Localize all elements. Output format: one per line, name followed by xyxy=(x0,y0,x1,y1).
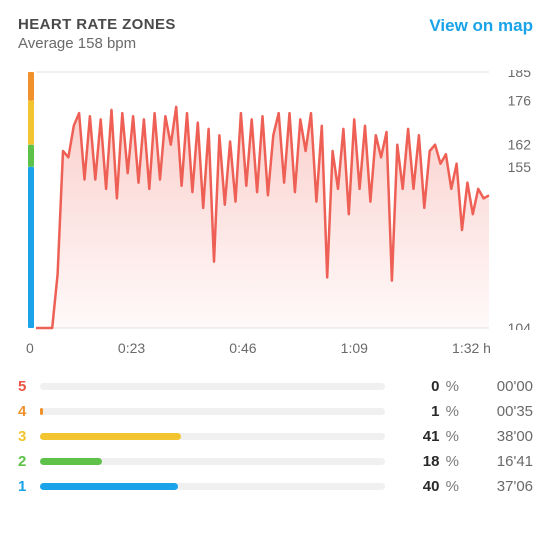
zone-bar-fill xyxy=(40,458,102,465)
zone-bar-fill xyxy=(40,408,43,415)
header: HEART RATE ZONES Average 158 bpm View on… xyxy=(18,16,533,52)
zone-row: 1 40 %37'06 xyxy=(18,474,533,499)
svg-text:176: 176 xyxy=(508,92,532,108)
svg-text:162: 162 xyxy=(508,137,532,153)
svg-text:185: 185 xyxy=(508,70,532,80)
zone-row: 3 41 %38'00 xyxy=(18,424,533,449)
hr-chart: 104 155 162 176 185 0 0:23 0:46 1:09 1:32 h xyxy=(18,70,533,360)
x-tick: 1:32 h xyxy=(452,340,491,356)
zone-bar xyxy=(40,433,385,440)
zone-percent: 0 % xyxy=(405,378,459,395)
x-axis: 0 0:23 0:46 1:09 1:32 h xyxy=(18,340,533,356)
zone-number: 4 xyxy=(18,403,40,420)
header-left: HEART RATE ZONES Average 158 bpm xyxy=(18,16,176,52)
zone-bar xyxy=(40,383,385,390)
zone-time: 37'06 xyxy=(459,478,533,495)
zone-row: 2 18 %16'41 xyxy=(18,449,533,474)
zone-percent: 1 % xyxy=(405,403,459,420)
view-on-map-link[interactable]: View on map xyxy=(429,16,533,36)
x-tick: 1:09 xyxy=(341,340,368,356)
zone-bar xyxy=(40,458,385,465)
zone-percent: 18 % xyxy=(405,453,459,470)
x-tick: 0:23 xyxy=(118,340,145,356)
zone-percent: 41 % xyxy=(405,428,459,445)
page-title: HEART RATE ZONES xyxy=(18,16,176,33)
svg-text:155: 155 xyxy=(508,159,532,175)
zone-breakdown: 50 %00'0041 %00'35341 %38'00218 %16'4114… xyxy=(18,374,533,499)
zone-percent: 40 % xyxy=(405,478,459,495)
zone-bar xyxy=(40,408,385,415)
zone-bar-fill xyxy=(40,483,178,490)
zone-number: 2 xyxy=(18,453,40,470)
zone-time: 16'41 xyxy=(459,453,533,470)
svg-text:104: 104 xyxy=(508,320,532,330)
zone-time: 00'35 xyxy=(459,403,533,420)
zone-row: 5 0 %00'00 xyxy=(18,374,533,399)
zone-bar-fill xyxy=(40,433,181,440)
average-label: Average 158 bpm xyxy=(18,35,176,52)
zone-number: 3 xyxy=(18,428,40,445)
x-tick: 0 xyxy=(26,340,34,356)
zone-row: 4 1 %00'35 xyxy=(18,399,533,424)
hr-chart-svg: 104 155 162 176 185 xyxy=(18,70,533,330)
zone-time: 38'00 xyxy=(459,428,533,445)
zone-number: 5 xyxy=(18,378,40,395)
zone-number: 1 xyxy=(18,478,40,495)
x-tick: 0:46 xyxy=(229,340,256,356)
zone-time: 00'00 xyxy=(459,378,533,395)
zone-bar xyxy=(40,483,385,490)
